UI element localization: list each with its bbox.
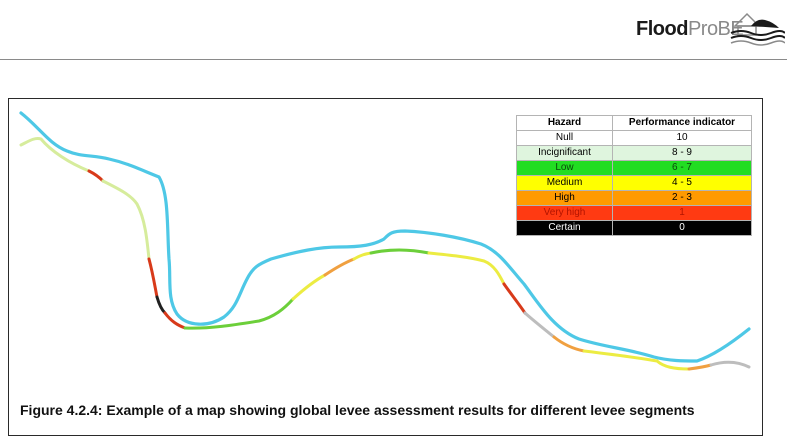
page-header: FloodProBE	[0, 0, 787, 60]
logo-text-light: ProBE	[687, 18, 744, 40]
legend-hazard-cell: Certain	[516, 220, 613, 236]
legend-header-indicator: Performance indicator	[612, 115, 752, 131]
levee-segment	[19, 137, 91, 173]
levee-segments	[19, 137, 751, 371]
legend-hazard-cell: Very high	[516, 205, 613, 221]
legend-indicator-cell: 6 - 7	[612, 160, 752, 176]
legend-hazard-cell: Low	[516, 160, 613, 176]
legend-hazard-cell: High	[516, 190, 613, 206]
legend-indicator-cell: 0	[612, 220, 752, 236]
legend-indicator-cell: 2 - 3	[612, 190, 752, 206]
legend-hazard-cell: Medium	[516, 175, 613, 191]
legend-row: Incignificant 8 - 9	[516, 145, 752, 161]
levee-segment	[352, 251, 373, 261]
levee-segment	[147, 257, 159, 299]
logo-text-bold: Flood	[636, 18, 688, 40]
levee-segment	[552, 335, 586, 353]
legend-indicator-cell: 10	[612, 130, 752, 146]
legend-row: Low 6 - 7	[516, 160, 752, 176]
levee-map	[19, 111, 751, 371]
legend-indicator-cell: 8 - 9	[612, 145, 752, 161]
house-waves-icon	[730, 12, 785, 46]
legend-header-hazard: Hazard	[516, 115, 613, 131]
levee-segment	[291, 273, 327, 301]
levee-segment	[155, 295, 167, 315]
legend-rows: Null 10 Incignificant 8 - 9 Low 6 - 7 Medium 4 …	[516, 130, 752, 236]
levee-segment	[687, 363, 713, 371]
logo-text: FloodProBE	[636, 18, 744, 41]
levee-segment	[183, 297, 295, 330]
levee-segment	[523, 311, 556, 339]
levee-segment	[427, 251, 506, 286]
levee-segment	[502, 282, 527, 315]
legend-indicator-cell: 4 - 5	[612, 175, 752, 191]
legend-row: Certain 0	[516, 220, 752, 236]
levee-segment	[582, 349, 691, 371]
floodprobe-logo: FloodProBE	[633, 6, 785, 46]
hazard-legend: Hazard Performance indicator Null 10 Incig…	[516, 115, 752, 236]
levee-segment	[709, 360, 751, 369]
legend-row: High 2 - 3	[516, 190, 752, 206]
legend-header-row: Hazard Performance indicator	[516, 115, 752, 131]
river-line	[19, 111, 751, 363]
levee-segment	[101, 179, 151, 261]
legend-hazard-cell: Incignificant	[516, 145, 613, 161]
legend-row: Null 10	[516, 130, 752, 146]
figure-frame: Hazard Performance indicator Null 10 Incig…	[8, 98, 763, 436]
figure-caption: Figure 4.2.4: Example of a map showing g…	[20, 402, 695, 418]
levee-segment	[369, 248, 431, 255]
legend-row: Medium 4 - 5	[516, 175, 752, 191]
legend-indicator-cell: 1	[612, 205, 752, 221]
header-divider	[0, 59, 787, 60]
levee-segment	[163, 311, 187, 330]
legend-hazard-cell: Null	[516, 130, 613, 146]
legend-row: Very high 1	[516, 205, 752, 221]
levee-segment	[87, 169, 105, 183]
levee-segment	[323, 257, 356, 277]
